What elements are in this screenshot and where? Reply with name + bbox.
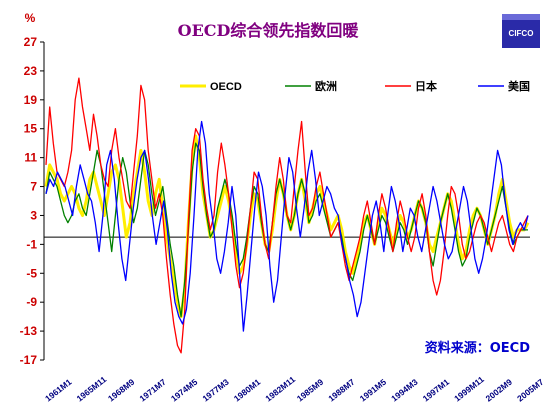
logo-text: CIFCO xyxy=(509,29,534,38)
legend-label: 美国 xyxy=(508,79,530,93)
y-tick-label: -5 xyxy=(26,266,37,280)
y-tick-label: -13 xyxy=(20,324,38,338)
y-tick-label: 3 xyxy=(30,208,37,222)
y-axis-ticks: 27 23 19 15 11 7 3 -1 -5 -9 -13 -17 xyxy=(20,35,44,367)
series-line-usa xyxy=(45,120,529,332)
unit-label: % xyxy=(25,11,36,25)
source-note: 资料来源：OECD xyxy=(425,340,530,356)
y-tick-label: 23 xyxy=(24,64,38,78)
cifco-logo: CIFCO xyxy=(502,14,540,48)
y-tick-label: 19 xyxy=(24,93,38,107)
y-tick-label: -9 xyxy=(26,295,37,309)
y-tick-label: -17 xyxy=(20,353,38,367)
y-tick-label: 27 xyxy=(24,35,38,49)
y-tick-label: 11 xyxy=(24,151,37,165)
y-tick-label: 7 xyxy=(30,180,37,194)
series-layer xyxy=(44,77,530,354)
legend-label: OECD xyxy=(210,81,242,93)
legend-label: 日本 xyxy=(415,79,437,93)
legend: OECD 欧洲 日本 美国 xyxy=(180,79,530,93)
series-line-japan xyxy=(45,77,529,354)
y-tick-label: -1 xyxy=(26,237,37,251)
chart-title: OECD综合领先指数回暖 xyxy=(178,21,360,40)
legend-label: 欧洲 xyxy=(315,79,337,93)
y-tick-label: 15 xyxy=(24,122,38,136)
